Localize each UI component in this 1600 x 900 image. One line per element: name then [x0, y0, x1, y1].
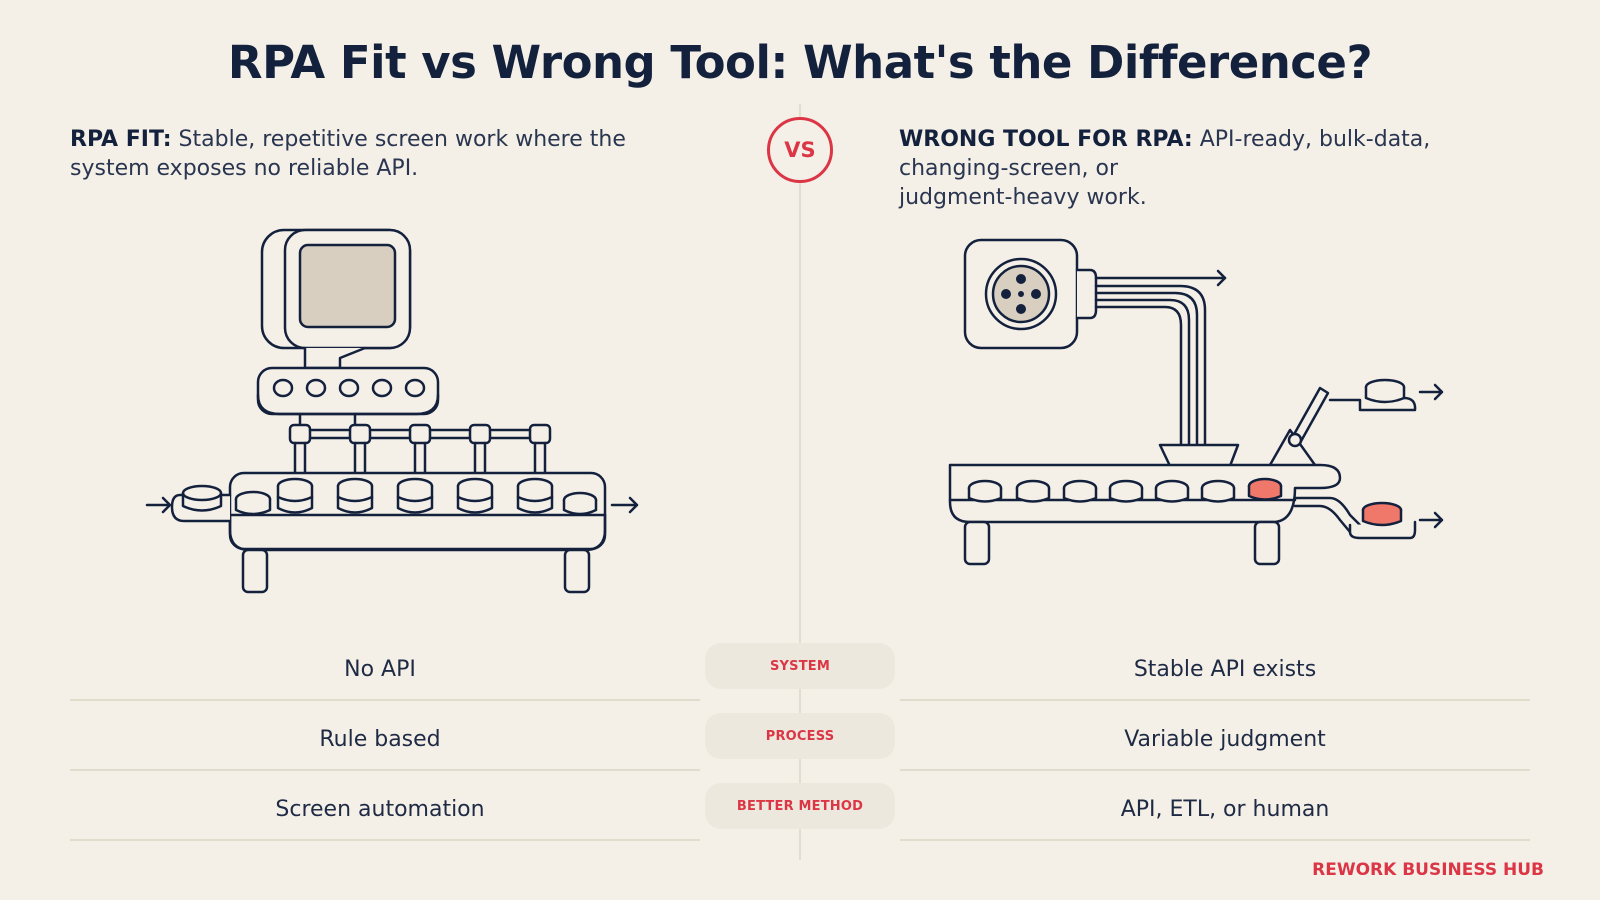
row-system-category: SYSTEM: [705, 643, 895, 689]
row-method-left: Screen automation: [275, 797, 485, 822]
sorting-lever-icon: [1268, 378, 1444, 467]
rpa-fit-heading: RPA FIT:: [70, 127, 172, 152]
wrong-tool-text-line2: changing-screen, or: [899, 156, 1119, 181]
conveyor-belt-icon: [145, 471, 639, 594]
wrong-tool-description: WRONG TOOL FOR RPA: API-ready, bulk-data…: [899, 125, 1439, 212]
rpa-fit-description: RPA FIT: Stable, repetitive screen work …: [70, 125, 710, 183]
rpa-fit-text: Stable, repetitive screen work where the…: [70, 127, 626, 181]
row-method-category: BETTER METHOD: [705, 783, 895, 829]
api-connector-icon: [963, 238, 1098, 350]
row-divider: [900, 699, 1530, 701]
wrong-tool-text-line1: API-ready, bulk-data,: [1199, 127, 1431, 152]
row-divider: [900, 839, 1530, 841]
row-divider: [70, 839, 700, 841]
center-divider: [799, 104, 801, 860]
computer-monitor-icon: [260, 228, 412, 370]
page-title: RPA Fit vs Wrong Tool: What's the Differ…: [227, 36, 1373, 89]
keyboard-icon: [256, 366, 440, 416]
robotic-arms-icon: [288, 412, 552, 485]
row-process-right: Variable judgment: [1124, 727, 1326, 752]
rejected-item-icon: [1247, 477, 1403, 527]
row-method-right: API, ETL, or human: [1120, 797, 1330, 822]
vs-badge: VS: [767, 117, 833, 183]
row-process-left: Rule based: [319, 727, 441, 752]
data-cable-icon: [1094, 269, 1240, 468]
row-system-left: No API: [344, 657, 416, 682]
api-machine-illustration: [948, 238, 1444, 566]
brand-footer: REWORK BUSINESS HUB: [1312, 860, 1544, 880]
wrong-tool-heading: WRONG TOOL FOR RPA:: [899, 127, 1193, 152]
row-divider: [900, 769, 1530, 771]
rpa-machine-illustration: [145, 228, 639, 594]
conveyor-belt-icon: [948, 463, 1444, 566]
row-process-category: PROCESS: [705, 713, 895, 759]
row-divider: [70, 699, 700, 701]
row-system-right: Stable API exists: [1133, 657, 1317, 682]
row-divider: [70, 769, 700, 771]
wrong-tool-text-line3: judgment-heavy work.: [899, 185, 1147, 210]
